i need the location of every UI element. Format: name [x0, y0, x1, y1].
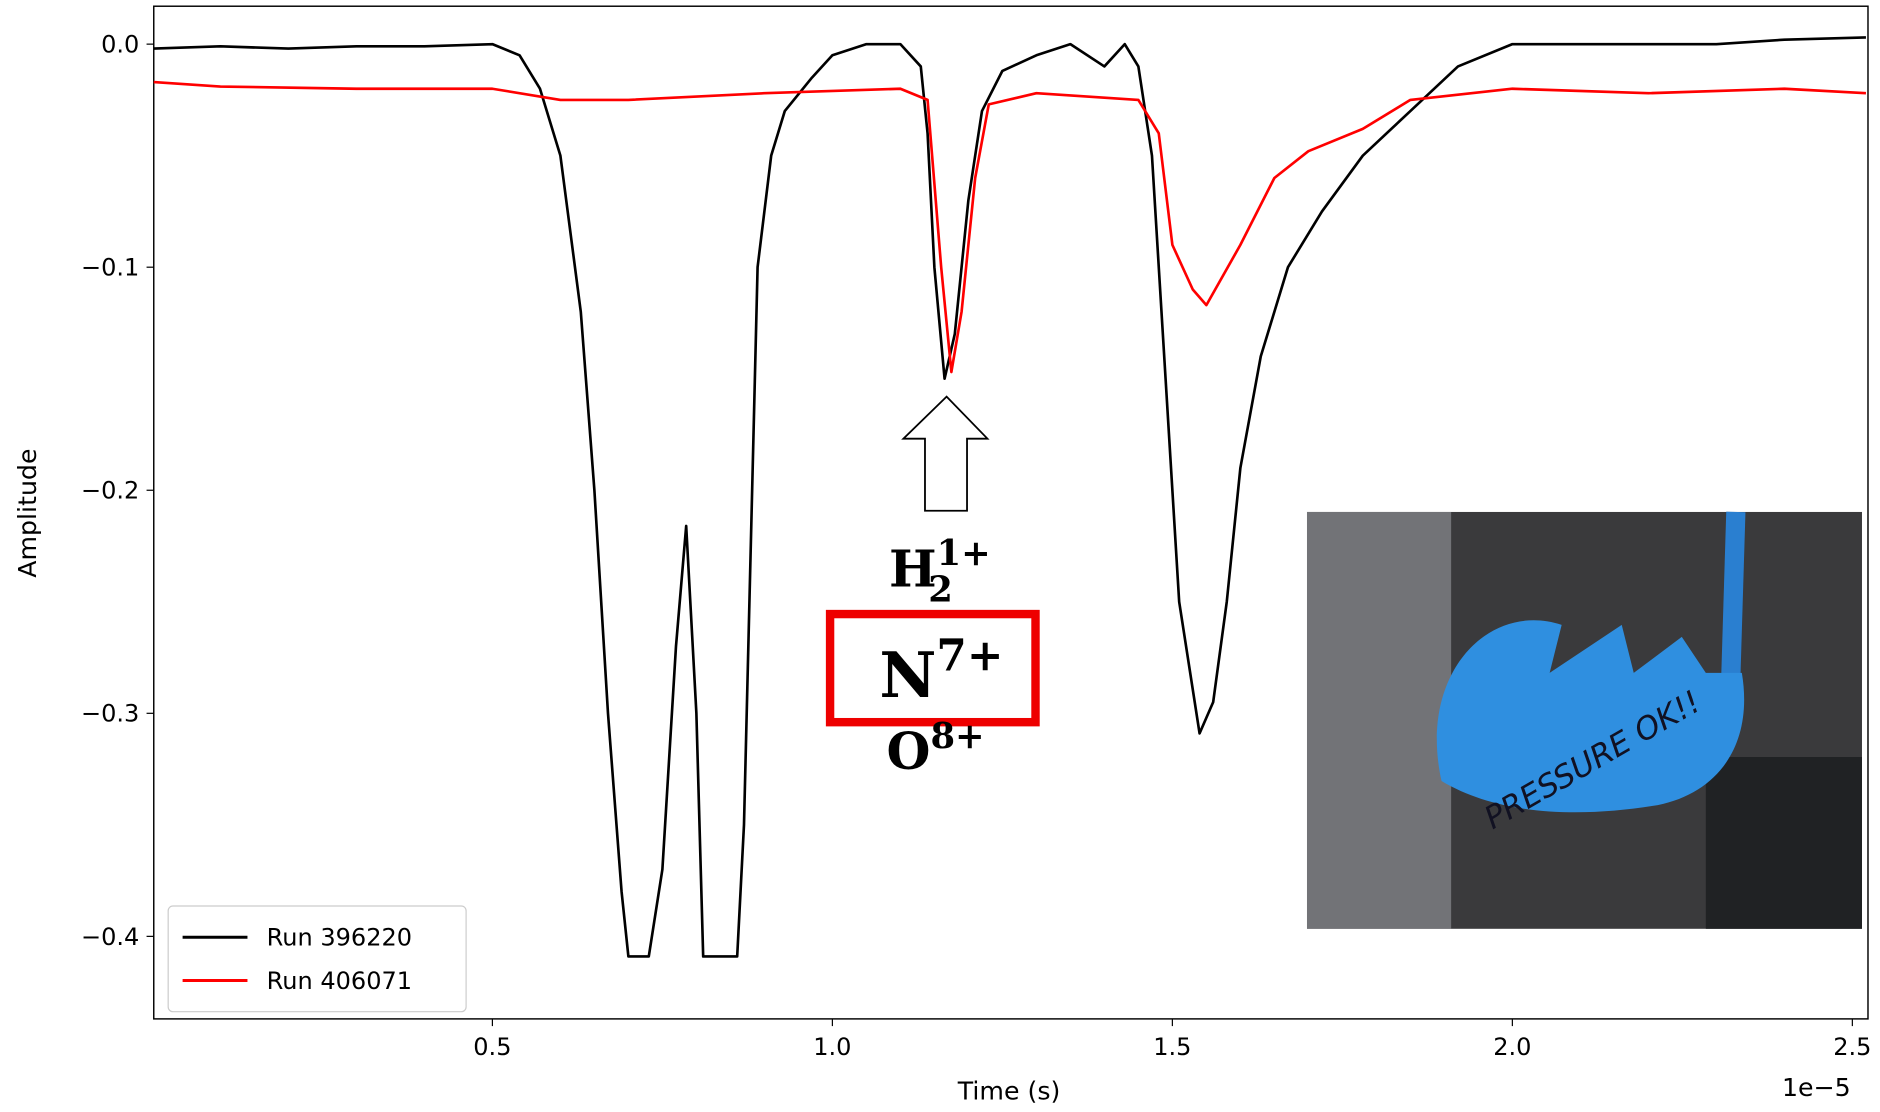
y-axis-label: Amplitude: [13, 449, 42, 578]
annotation-base: H: [889, 539, 937, 598]
legend-label: Run 406071: [267, 967, 412, 995]
y-tick-label: −0.4: [81, 923, 139, 951]
annotation-sup: 8+: [930, 716, 984, 757]
data-line: [153, 80, 1867, 374]
x-tick-label: 1.0: [813, 1033, 851, 1061]
photo-device: [1705, 757, 1862, 929]
annotation-base: O: [887, 722, 931, 781]
photo-flange: [1306, 511, 1452, 929]
annotation: H1+ 2: [889, 533, 991, 610]
highlight-box: [825, 609, 1040, 727]
plot-frame: [153, 5, 1869, 1020]
annotation-sup: 1+: [937, 533, 991, 574]
annotation: O8+: [887, 716, 985, 781]
y-tick-label: −0.3: [81, 700, 139, 728]
legend-label: Run 396220: [267, 924, 412, 952]
x-tick-label: 1.5: [1153, 1033, 1191, 1061]
annotation: N7+: [879, 631, 1003, 712]
y-tick-label: 0.0: [101, 31, 139, 59]
legend: Run 396220 Run 406071: [167, 905, 467, 1013]
annotation-base: N: [879, 638, 936, 712]
x-tick-label: 0.5: [473, 1033, 511, 1061]
annotation-arrow: [901, 395, 990, 512]
annotation-sub: 2: [928, 570, 953, 611]
y-tick-label: −0.1: [81, 254, 139, 282]
x-tick-label: 2.5: [1833, 1033, 1871, 1061]
legend-box: [167, 905, 467, 1013]
y-tick-label: −0.2: [81, 477, 139, 505]
x-axis-label: Time (s): [957, 1076, 1061, 1105]
photo-glove: [1436, 620, 1745, 813]
data-line: [153, 36, 1866, 958]
x-tick-label: 2.0: [1493, 1033, 1531, 1061]
inset-photo: PRESSURE OK!!: [1306, 511, 1862, 929]
x-offset-text: 1e−5: [1782, 1073, 1851, 1102]
annotation-sup: 7+: [936, 631, 1003, 682]
